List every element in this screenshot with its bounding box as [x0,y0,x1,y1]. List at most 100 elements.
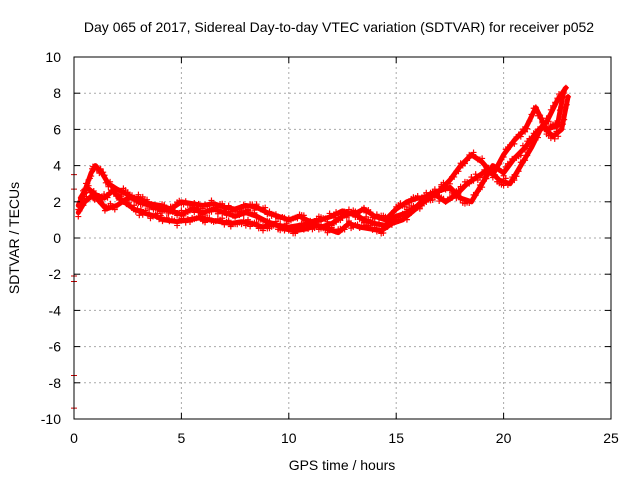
data-point-marker [474,188,481,195]
data-point-marker [483,175,490,182]
data-point-marker [388,212,395,219]
y-axis-label: SDTVAR / TECUs [6,182,22,294]
y-tick-label: -10 [41,411,61,427]
data-point-marker [225,217,232,224]
data-point-marker [453,195,460,202]
data-point-marker [244,206,251,213]
data-point-marker [479,155,486,162]
data-point-marker [376,225,383,232]
data-point-marker [476,174,483,181]
data-point-marker [107,200,114,207]
data-point-marker [414,192,421,199]
data-point-marker [534,134,541,141]
data-point-marker [384,223,391,230]
data-point-marker [468,174,475,181]
data-point-marker [524,125,531,132]
y-tick-label: -6 [49,339,62,355]
data-point-marker [202,219,209,226]
data-point-marker [244,216,251,223]
data-point-marker [537,127,544,134]
data-point-marker [99,196,106,203]
data-point-marker [223,208,230,215]
data-point-marker [251,207,258,214]
x-axis-label: GPS time / hours [289,457,396,473]
data-point-marker [528,111,535,118]
data-point-marker [537,112,544,119]
data-point-marker [444,197,451,204]
chart-title: Day 065 of 2017, Sidereal Day-to-day VTE… [84,19,594,35]
data-point-marker [88,173,95,180]
data-point-marker [133,198,140,205]
data-point-marker [238,221,245,228]
series-trace [75,85,569,225]
data-point-marker [559,121,566,128]
data-point-marker [547,106,554,113]
data-point-marker [543,115,550,122]
x-tick-label: 20 [496,430,512,446]
data-point-marker [266,208,273,215]
data-point-marker [126,192,133,199]
data-point-marker [197,211,204,218]
data-point-marker [148,201,155,208]
data-point-marker [95,192,102,199]
data-point-marker [101,172,108,179]
data-point-marker [391,207,398,214]
data-point-marker [466,180,473,187]
data-point-marker [324,218,331,225]
data-point-marker [132,208,139,215]
data-point-marker [551,135,558,142]
data-point-marker [85,176,92,183]
data-point-marker [354,221,361,228]
data-point-marker [157,212,164,219]
data-point-marker [307,222,314,229]
data-point-marker [107,178,114,185]
data-point-marker [451,173,458,180]
data-point-marker [487,169,494,176]
data-point-marker [528,143,535,150]
data-point-marker [434,191,441,198]
data-point-marker [131,202,138,209]
data-point-marker [561,89,568,96]
data-point-marker [552,99,559,106]
data-point-marker [557,94,564,101]
data-point-marker [272,211,279,218]
data-point-marker [294,215,301,222]
data-point-marker [154,210,161,217]
x-tick-label: 0 [70,430,78,446]
y-tick-label: -2 [49,266,62,282]
series-3 [77,93,572,237]
data-point-marker [78,193,85,200]
data-point-marker [184,215,191,222]
data-point-marker [182,198,189,205]
y-tick-label: 6 [53,121,61,137]
data-point-marker [373,211,380,218]
data-point-marker [530,137,537,144]
data-point-marker [461,160,468,167]
data-point-marker [436,198,443,205]
data-point-marker [283,224,290,231]
data-point-marker [292,230,299,237]
data-point-marker [541,126,548,133]
data-point-marker [511,140,518,147]
data-point-marker [457,196,464,203]
data-point-marker [120,197,127,204]
data-point-marker [324,229,331,236]
data-point-marker [287,225,294,232]
data-point-marker [550,132,557,139]
y-tick-label: 4 [53,158,61,174]
data-point-marker [240,211,247,218]
data-point-marker [489,166,496,173]
x-tick-label: 10 [281,430,297,446]
data-point-marker [502,163,509,170]
data-point-marker [507,159,514,166]
data-point-marker [300,212,307,219]
data-point-marker [221,204,228,211]
data-point-marker [144,196,151,203]
data-point-marker [553,128,560,135]
data-point-marker [517,152,524,159]
data-point-marker [101,207,108,214]
data-point-marker [388,221,395,228]
data-point-marker [343,221,350,228]
data-point-marker [104,178,111,185]
data-point-marker [509,174,516,181]
